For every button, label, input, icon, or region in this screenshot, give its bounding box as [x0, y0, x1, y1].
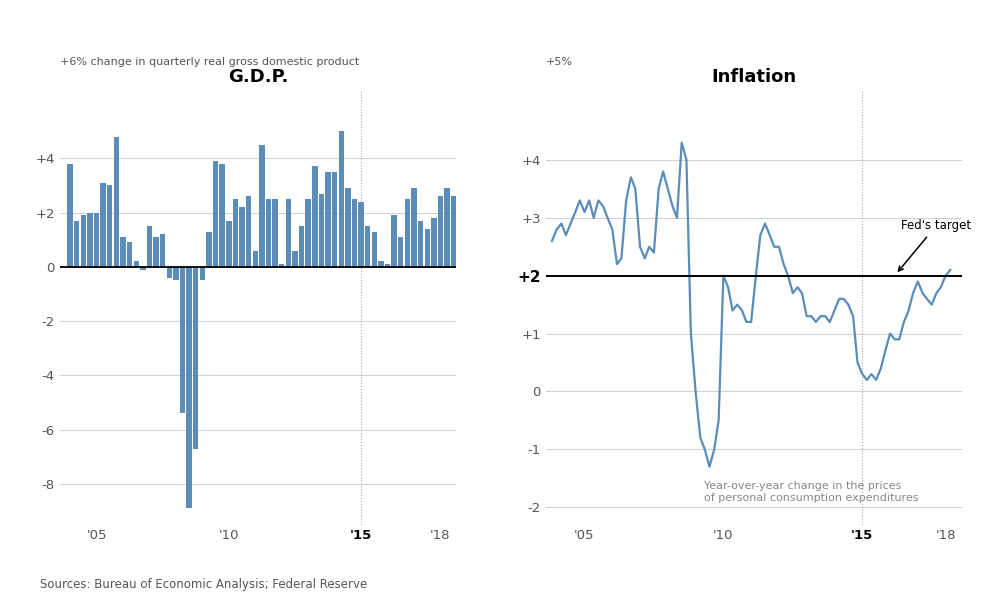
Text: +5%: +5%: [546, 57, 572, 66]
Title: G.D.P.: G.D.P.: [228, 68, 288, 86]
Bar: [273, 199, 278, 267]
Bar: [80, 215, 86, 267]
Bar: [94, 213, 99, 267]
Bar: [174, 267, 179, 280]
Bar: [134, 262, 139, 267]
Text: Fed's target: Fed's target: [899, 219, 971, 271]
Bar: [372, 232, 377, 267]
Bar: [358, 202, 364, 267]
Bar: [345, 188, 350, 267]
Bar: [140, 267, 146, 270]
Bar: [418, 221, 424, 267]
Bar: [199, 267, 205, 280]
Bar: [457, 215, 463, 267]
Bar: [432, 218, 436, 267]
Bar: [444, 188, 449, 267]
Bar: [87, 213, 92, 267]
Bar: [312, 166, 317, 267]
Bar: [338, 131, 344, 267]
Text: Sources: Bureau of Economic Analysis; Federal Reserve: Sources: Bureau of Economic Analysis; Fe…: [40, 578, 367, 591]
Bar: [266, 199, 271, 267]
Bar: [213, 161, 218, 267]
Bar: [186, 267, 191, 508]
Bar: [352, 199, 357, 267]
Bar: [378, 262, 384, 267]
Bar: [226, 221, 231, 267]
Bar: [325, 172, 330, 267]
Bar: [412, 188, 417, 267]
Bar: [259, 145, 265, 267]
Bar: [246, 197, 251, 267]
Bar: [74, 221, 79, 267]
Bar: [365, 226, 370, 267]
Bar: [100, 183, 106, 267]
Bar: [437, 197, 443, 267]
Bar: [306, 199, 310, 267]
Bar: [425, 229, 430, 267]
Bar: [154, 237, 159, 267]
Bar: [293, 251, 298, 267]
Bar: [107, 186, 112, 267]
Bar: [120, 237, 126, 267]
Bar: [405, 199, 410, 267]
Text: +6% change in quarterly real gross domestic product: +6% change in quarterly real gross domes…: [60, 57, 359, 66]
Bar: [253, 251, 258, 267]
Bar: [332, 172, 337, 267]
Title: Inflation: Inflation: [711, 68, 797, 86]
Bar: [451, 197, 456, 267]
Bar: [398, 237, 404, 267]
Bar: [392, 215, 397, 267]
Bar: [385, 264, 390, 267]
Bar: [318, 194, 324, 267]
Text: Year-over-year change in the prices
of personal consumption expenditures: Year-over-year change in the prices of p…: [704, 481, 919, 503]
Bar: [114, 137, 119, 267]
Bar: [67, 164, 72, 267]
Bar: [127, 242, 132, 267]
Bar: [147, 226, 152, 267]
Bar: [239, 207, 245, 267]
Bar: [160, 235, 166, 267]
Bar: [299, 226, 305, 267]
Bar: [219, 164, 225, 267]
Bar: [286, 199, 291, 267]
Bar: [233, 199, 238, 267]
Bar: [206, 232, 211, 267]
Bar: [180, 267, 186, 414]
Bar: [167, 267, 172, 277]
Bar: [279, 264, 285, 267]
Bar: [193, 267, 198, 449]
